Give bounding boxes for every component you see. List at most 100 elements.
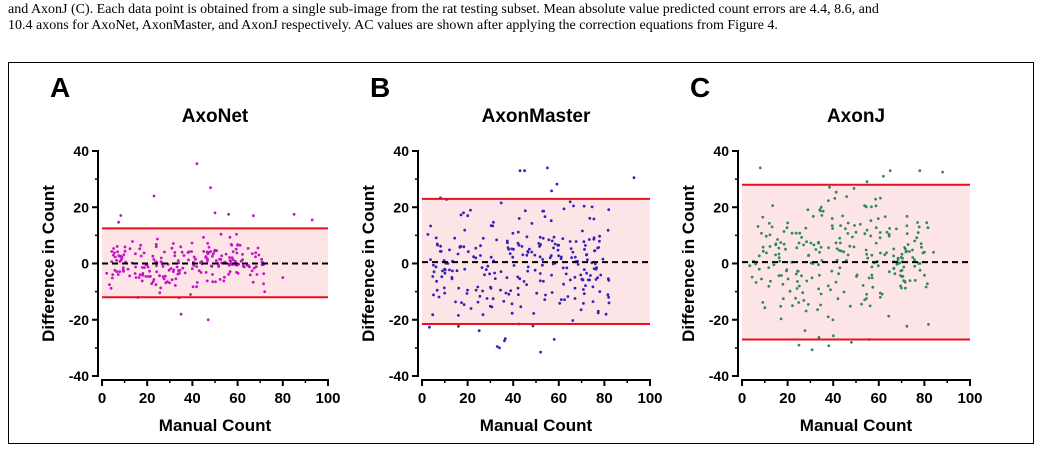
data-point [911,256,915,259]
data-point [499,270,503,273]
data-point [525,235,529,239]
data-point [434,265,438,269]
data-point [192,264,196,267]
data-point [462,211,465,215]
data-point [816,308,819,311]
data-points [105,162,314,322]
data-point [178,268,182,272]
data-point [607,295,610,299]
data-point [110,260,114,263]
data-point [573,255,577,259]
data-point [477,329,481,333]
data-point [161,265,165,268]
data-point [916,221,919,224]
data-point [919,242,923,246]
data-point [777,246,781,250]
data-point [432,270,436,274]
data-point [454,300,457,304]
data-point [845,195,848,199]
data-point [785,269,788,273]
data-point [466,250,470,254]
data-point [903,280,907,283]
data-point [592,217,596,221]
y-tick-label: -40 [709,368,729,384]
data-point [565,266,569,270]
data-point [228,235,232,239]
data-point [797,343,801,347]
data-point [878,236,882,240]
data-point [147,275,150,278]
data-point [146,265,150,269]
data-point [442,286,446,290]
data-point [472,255,475,259]
data-point [835,247,839,251]
data-point [905,232,909,236]
data-point [846,232,850,235]
data-point [878,231,882,234]
data-point [761,301,765,304]
data-point [246,247,250,250]
data-point [818,208,822,212]
data-point [779,241,783,244]
data-point [310,218,314,222]
y-tick-label: 20 [713,199,729,215]
data-point [777,256,781,260]
data-point [457,324,460,328]
data-point [113,251,116,255]
x-tick-label: 0 [418,390,426,407]
data-point [428,325,431,329]
data-point [116,273,120,276]
data-point [569,247,573,251]
data-point [550,291,554,294]
data-point [455,269,459,273]
data-point [150,282,154,286]
data-point [587,238,591,241]
data-point [230,256,234,260]
data-point [781,282,785,286]
data-point [223,275,226,279]
data-point [870,276,874,280]
data-point [834,241,838,245]
data-point [173,254,177,258]
data-point [254,255,257,259]
data-point [179,245,183,249]
data-point [138,247,142,251]
data-point [908,250,911,253]
data-point [110,250,114,253]
data-point [582,302,585,305]
data-point [788,289,792,293]
data-point [854,230,858,234]
data-point [571,319,575,322]
data-point [586,278,590,282]
data-point [811,215,815,218]
data-point [812,243,816,247]
data-point [202,235,205,239]
data-point [761,245,765,249]
caption-line-1: and AxonJ (C). Each data point is obtain… [8,2,879,17]
data-point [848,244,852,248]
data-point [462,245,466,249]
data-point [190,241,194,245]
data-point [574,240,578,243]
y-tick-label: 20 [393,199,409,215]
data-point [149,275,152,278]
data-point [553,242,557,246]
data-point [870,205,873,209]
data-point [920,245,923,249]
data-point [863,298,867,302]
data-point [257,253,261,257]
data-point [858,222,862,226]
data-point [516,286,520,290]
y-tick-label: -20 [709,312,729,328]
data-point [814,248,818,251]
data-point [760,277,763,281]
data-point [219,232,223,236]
data-point [211,254,214,258]
data-point [154,243,158,246]
data-point [506,246,510,250]
data-point [778,259,781,263]
data-point [171,242,175,245]
data-point [541,263,544,267]
chart-title: AxonMaster [482,106,591,127]
data-point [543,215,547,219]
